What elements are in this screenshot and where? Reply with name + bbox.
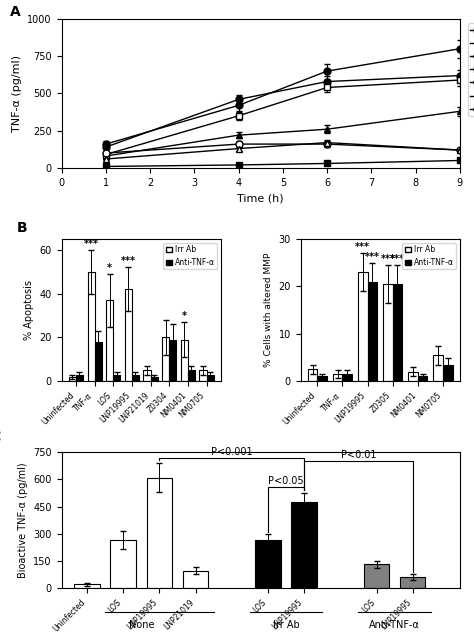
Text: ***: ***: [121, 257, 136, 266]
Legend: Uninfected, LOS, LNP19995, NM0401, Z0305, NM0705, LNP21019: Uninfected, LOS, LNP19995, NM0401, Z0305…: [468, 23, 474, 116]
Bar: [113, 375, 120, 381]
Bar: [88, 272, 95, 381]
Bar: [207, 375, 214, 381]
Bar: [162, 337, 169, 381]
Text: ***: ***: [381, 254, 395, 264]
Text: P<0.05: P<0.05: [268, 476, 304, 486]
Text: Irr Ab: Irr Ab: [273, 620, 300, 630]
Bar: [364, 564, 389, 588]
Text: Anti-TNF-α: Anti-TNF-α: [369, 620, 420, 630]
Y-axis label: TNF-α (pg/ml): TNF-α (pg/ml): [12, 55, 22, 132]
Text: B: B: [17, 221, 27, 235]
Bar: [255, 540, 281, 588]
Bar: [383, 284, 393, 381]
Bar: [292, 502, 317, 588]
Text: P<0.001: P<0.001: [211, 447, 253, 457]
Bar: [146, 478, 172, 588]
Text: ***: ***: [356, 242, 370, 252]
Bar: [393, 284, 402, 381]
Bar: [367, 282, 377, 381]
Y-axis label: Bioactive TNF-α (pg/ml): Bioactive TNF-α (pg/ml): [18, 462, 27, 578]
Bar: [95, 342, 102, 381]
Bar: [76, 375, 83, 381]
Bar: [151, 377, 158, 381]
X-axis label: Time (h): Time (h): [237, 193, 284, 204]
Bar: [74, 584, 100, 588]
Bar: [400, 577, 425, 588]
Bar: [110, 540, 136, 588]
Legend: Irr Ab, Anti-TNF-α: Irr Ab, Anti-TNF-α: [402, 243, 456, 269]
Text: ***: ***: [365, 252, 380, 262]
Text: ***: ***: [390, 254, 405, 264]
Bar: [169, 339, 176, 381]
Bar: [132, 375, 139, 381]
Bar: [183, 571, 208, 588]
Bar: [342, 374, 352, 381]
Bar: [106, 300, 113, 381]
Y-axis label: % Apoptosis: % Apoptosis: [24, 280, 34, 340]
Text: None: None: [128, 620, 154, 630]
Text: *: *: [182, 311, 187, 321]
Bar: [418, 377, 428, 381]
Text: ***: ***: [83, 239, 99, 249]
Bar: [358, 272, 367, 381]
Bar: [181, 339, 188, 381]
Y-axis label: % Cells with altered MMP: % Cells with altered MMP: [264, 253, 273, 367]
Bar: [333, 374, 342, 381]
Text: A: A: [10, 5, 20, 19]
Bar: [125, 289, 132, 381]
Bar: [308, 369, 317, 381]
Bar: [69, 377, 76, 381]
Legend: Irr Ab, Anti-TNF-α: Irr Ab, Anti-TNF-α: [164, 243, 217, 269]
Bar: [317, 377, 327, 381]
Bar: [408, 372, 418, 381]
Text: P<0.01: P<0.01: [341, 451, 376, 461]
Bar: [188, 370, 195, 381]
Bar: [433, 355, 443, 381]
Text: *: *: [107, 263, 112, 273]
Bar: [200, 370, 207, 381]
Bar: [443, 365, 453, 381]
Bar: [144, 370, 151, 381]
